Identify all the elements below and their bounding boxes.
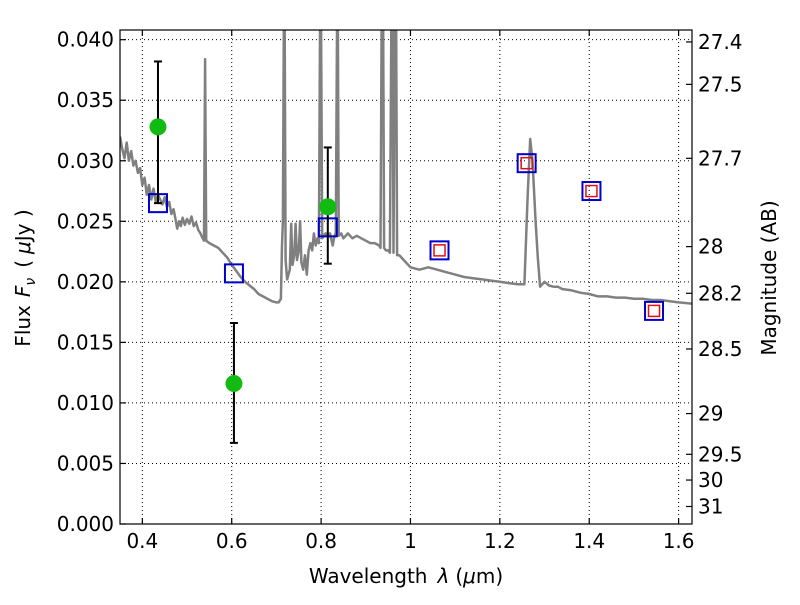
observed-point xyxy=(319,198,337,216)
plot-frame xyxy=(119,29,693,525)
y-tick-label: 0.030 xyxy=(57,149,114,173)
x-tick-label: 0.6 xyxy=(216,529,248,553)
plot-series xyxy=(120,30,692,444)
y-axis-title: FluxFν(μJy ) xyxy=(11,209,39,346)
inner-photometry-square xyxy=(647,304,661,318)
y2-axis-title: Magnitude (AB) xyxy=(757,200,781,355)
tick-labels: 0.4 0.6 0.8 1 1.2 1.4 1.6 0.000 0.005 0.010 0.015 0… xyxy=(57,28,743,553)
y2-tick-label: 28.2 xyxy=(698,281,743,305)
clipped-series xyxy=(120,30,692,444)
observed-point xyxy=(225,375,243,393)
y-tick-label: 0.005 xyxy=(57,451,114,475)
x-axis-title: Wavelength λ (μm) xyxy=(309,564,503,588)
y2-tick-label: 29 xyxy=(698,402,723,426)
y-tick-label: 0.040 xyxy=(57,28,114,52)
y-tick-label: 0.025 xyxy=(57,209,114,233)
y-tick-label: 0.035 xyxy=(57,88,114,112)
x-tick-label: 1.6 xyxy=(663,529,695,553)
observed-point xyxy=(149,118,167,136)
model-photometry-square xyxy=(581,181,602,202)
inner-photometry-square xyxy=(520,156,533,170)
y2-tick-label: 27.5 xyxy=(698,72,743,96)
y-tick-label: 0.015 xyxy=(57,330,114,354)
inner-photometry-square xyxy=(585,184,598,198)
x-tick-label: 1.4 xyxy=(573,529,605,553)
model-photometry-square xyxy=(429,240,450,261)
y-tick-label: 0.020 xyxy=(57,270,114,294)
y-tick-label: 0.010 xyxy=(57,391,114,415)
x-tick-label: 1.2 xyxy=(484,529,516,553)
y2-tick-label: 27.4 xyxy=(698,30,743,54)
model-spectrum-line xyxy=(120,30,692,305)
model-photometry-square xyxy=(644,300,665,321)
x-tick-label: 0.8 xyxy=(305,529,337,553)
model-photometry-square xyxy=(223,263,244,284)
y2-tick-label: 30 xyxy=(698,468,723,492)
y2-tick-label: 28 xyxy=(698,235,723,259)
y2-tick-label: 29.5 xyxy=(698,442,743,466)
x-tick-label: 0.4 xyxy=(126,529,158,553)
inner-photometry-square xyxy=(433,244,446,257)
y2-tick-label: 27.7 xyxy=(698,146,743,170)
model-photometry-square xyxy=(516,153,537,174)
y2-tick-label: 31 xyxy=(698,494,723,518)
y2-tick-label: 28.5 xyxy=(698,337,743,361)
x-tick-label: 1 xyxy=(404,529,417,553)
y-tick-label: 0.000 xyxy=(57,512,114,536)
